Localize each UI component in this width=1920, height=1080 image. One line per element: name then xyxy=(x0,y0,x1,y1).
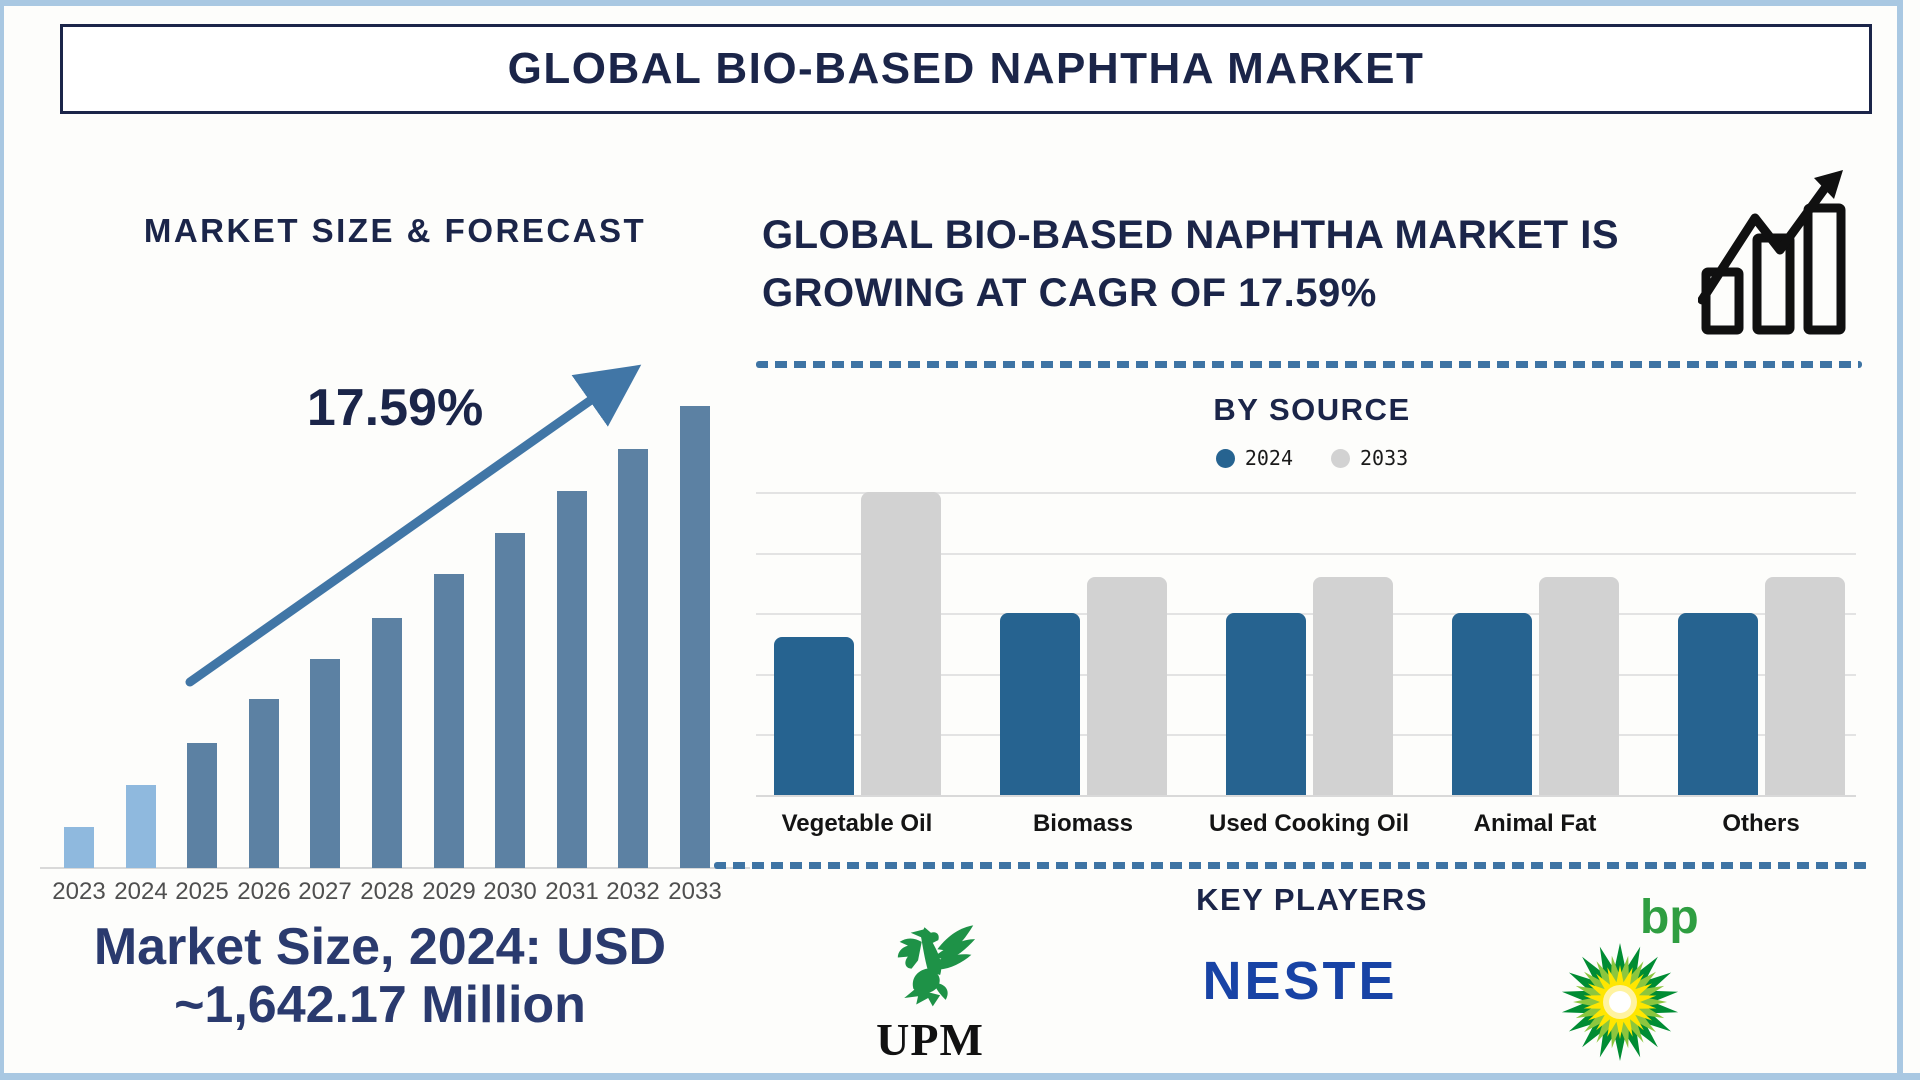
forecast-year-label-2025: 2025 xyxy=(175,878,229,905)
growth-statement-line2: GROWING AT CAGR OF 17.59% xyxy=(762,271,1377,315)
market-size-forecast-chart: 2023 2024 2025 2026 2027 2028 2029 2030 2031 2032… xyxy=(40,260,752,910)
neste-wordmark: NESTE xyxy=(1202,951,1398,1011)
frame-top xyxy=(0,0,1903,6)
gridline xyxy=(756,674,1856,676)
legend-item-2024: 2024 xyxy=(1215,446,1293,470)
upm-griffin-icon xyxy=(897,925,976,1007)
legend-dot-2024-icon xyxy=(1215,448,1235,468)
forecast-bar-2028 xyxy=(372,618,402,868)
bp-helios-icon xyxy=(1561,943,1679,1061)
forecast-bar-2032 xyxy=(618,449,648,868)
by-source-chart: Vegetable Oil Biomass Used Cooking Oil Anim… xyxy=(756,480,1864,860)
frame-bottom xyxy=(0,1073,1920,1080)
gridline xyxy=(756,553,1856,555)
source-bar-vegetable-oil-2033 xyxy=(861,492,941,795)
forecast-x-axis xyxy=(40,867,750,869)
source-category-label-vegetable-oil: Vegetable Oil xyxy=(781,810,933,837)
frame-right xyxy=(1897,0,1903,1080)
by-source-title: BY SOURCE xyxy=(1213,392,1411,427)
growth-statement-line1: GLOBAL BIO-BASED NAPHTHA MARKET IS xyxy=(762,213,1619,257)
forecast-chart-title: MARKET SIZE & FORECAST xyxy=(143,212,647,249)
forecast-year-label-2032: 2032 xyxy=(606,878,660,905)
forecast-year-label-2033: 2033 xyxy=(668,878,722,905)
neste-logo: NESTE xyxy=(1160,950,1440,1012)
dashed-divider-bottom xyxy=(714,862,1868,869)
bp-logo: bp xyxy=(1556,891,1726,1070)
bp-wordmark: bp xyxy=(1640,891,1699,944)
source-category-label-animal-fat: Animal Fat xyxy=(1473,810,1597,837)
forecast-year-label-2029: 2029 xyxy=(422,878,476,905)
source-bar-others-2024 xyxy=(1678,613,1758,795)
forecast-bar-2031 xyxy=(557,491,587,868)
source-bar-used-cooking-oil-2033 xyxy=(1313,577,1393,795)
source-category-label-used-cooking-oil: Used Cooking Oil xyxy=(1208,810,1409,837)
legend-label-2033: 2033 xyxy=(1360,446,1409,470)
forecast-year-label-2024: 2024 xyxy=(114,878,168,905)
source-bar-animal-fat-2024 xyxy=(1452,613,1532,795)
forecast-bar-2030 xyxy=(495,533,525,868)
forecast-bar-2027 xyxy=(310,659,340,868)
source-bar-vegetable-oil-2024 xyxy=(774,637,854,795)
forecast-year-label-2026: 2026 xyxy=(237,878,291,905)
source-bar-others-2033 xyxy=(1765,577,1845,795)
upm-logo: UPM xyxy=(852,916,1008,1066)
source-bar-biomass-2033 xyxy=(1087,577,1167,795)
forecast-bar-2029 xyxy=(434,574,464,868)
legend-label-2024: 2024 xyxy=(1244,446,1293,470)
growth-chart-icon xyxy=(1698,170,1846,335)
gridline xyxy=(756,613,1856,615)
forecast-year-label-2027: 2027 xyxy=(298,878,352,905)
source-category-label-others: Others xyxy=(1722,810,1800,837)
gridline xyxy=(756,734,1856,736)
forecast-year-label-2031: 2031 xyxy=(545,878,599,905)
legend-item-2033: 2033 xyxy=(1331,446,1408,470)
forecast-bar-2023 xyxy=(64,827,94,868)
upm-wordmark: UPM xyxy=(876,1014,984,1065)
gridline xyxy=(756,492,1856,494)
key-players-title: KEY PLAYERS xyxy=(1196,882,1428,917)
cagr-annotation: 17.59% xyxy=(306,379,484,437)
forecast-year-label-2030: 2030 xyxy=(483,878,537,905)
market-size-caption-line2: ~1,642.17 Million xyxy=(174,976,586,1035)
dashed-divider-top xyxy=(756,361,1862,368)
source-category-label-biomass: Biomass xyxy=(1032,810,1134,837)
forecast-bar-2024 xyxy=(126,785,156,868)
title-box: GLOBAL BIO-BASED NAPHTHA MARKET xyxy=(60,24,1872,114)
forecast-year-label-2028: 2028 xyxy=(360,878,414,905)
source-bar-used-cooking-oil-2024 xyxy=(1226,613,1306,795)
forecast-bar-2033 xyxy=(680,406,710,868)
frame-left xyxy=(0,0,4,1080)
forecast-bar-2026 xyxy=(249,699,279,868)
source-bar-animal-fat-2033 xyxy=(1539,577,1619,795)
source-bar-biomass-2024 xyxy=(1000,613,1080,795)
market-size-caption-line1: Market Size, 2024: USD xyxy=(93,918,667,976)
by-source-legend: 2024 2033 xyxy=(760,446,1864,470)
gridline xyxy=(756,795,1856,797)
growth-statement: GLOBAL BIO-BASED NAPHTHA MARKET IS GROWI… xyxy=(762,206,1712,322)
forecast-year-label-2023: 2023 xyxy=(52,878,106,905)
market-size-caption: Market Size, 2024: USD ~1,642.17 Million xyxy=(28,918,732,1034)
page-title: GLOBAL BIO-BASED NAPHTHA MARKET xyxy=(507,44,1425,93)
forecast-bar-2025 xyxy=(187,743,217,868)
legend-dot-2033-icon xyxy=(1331,448,1350,468)
